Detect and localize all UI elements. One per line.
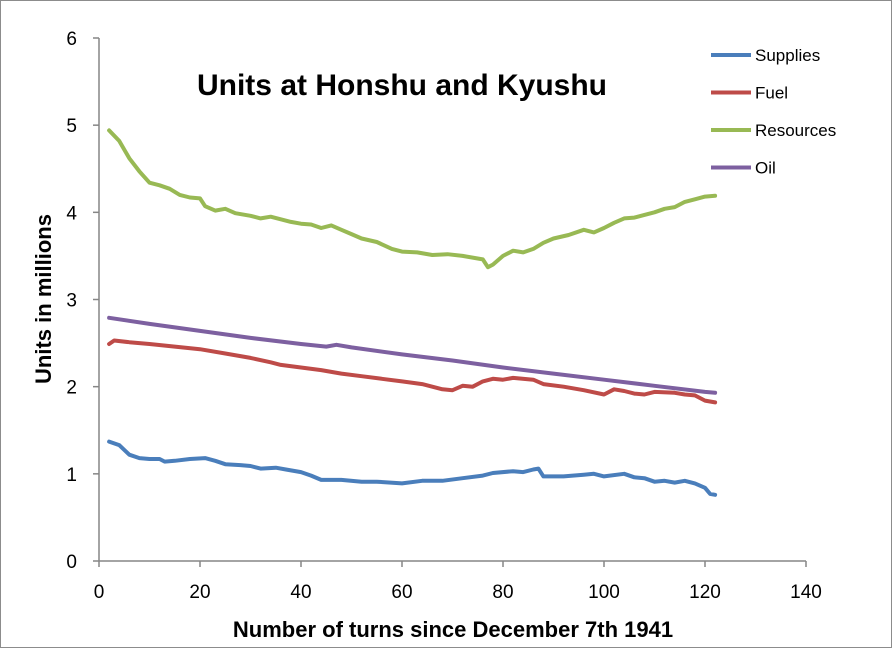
x-tick-label: 100 <box>588 582 620 603</box>
y-tick-label: 4 <box>66 203 77 224</box>
legend-label-oil: Oil <box>755 159 776 178</box>
legend: Supplies Fuel Resources Oil <box>711 46 836 178</box>
y-tick-label: 0 <box>66 552 77 573</box>
x-tick-label: 120 <box>689 582 721 603</box>
series-line-oil <box>107 315 718 395</box>
y-tick-label: 6 <box>66 29 77 50</box>
x-tick-label: 40 <box>290 582 311 603</box>
legend-label-fuel: Fuel <box>755 84 788 103</box>
y-tick-label: 3 <box>66 291 77 312</box>
series-line-resources <box>107 128 718 270</box>
y-tick-label: 5 <box>66 116 77 137</box>
legend-label-supplies: Supplies <box>755 46 820 65</box>
x-tick-label: 20 <box>189 582 210 603</box>
legend-label-resources: Resources <box>755 121 836 140</box>
x-tick-label: 140 <box>790 582 822 603</box>
y-tick-label: 1 <box>66 465 77 486</box>
series-line-supplies <box>107 439 718 497</box>
y-tick-label: 2 <box>66 378 77 399</box>
series-layer <box>107 128 718 497</box>
x-tick-label: 80 <box>492 582 513 603</box>
x-axis-title: Number of turns since December 7th 1941 <box>233 617 673 642</box>
series-line-fuel <box>107 338 718 405</box>
x-tick-label: 60 <box>391 582 412 603</box>
chart-title: Units at Honshu and Kyushu <box>197 69 607 102</box>
x-tick-label: 0 <box>94 582 105 603</box>
y-axis-title: Units in millions <box>31 214 56 384</box>
